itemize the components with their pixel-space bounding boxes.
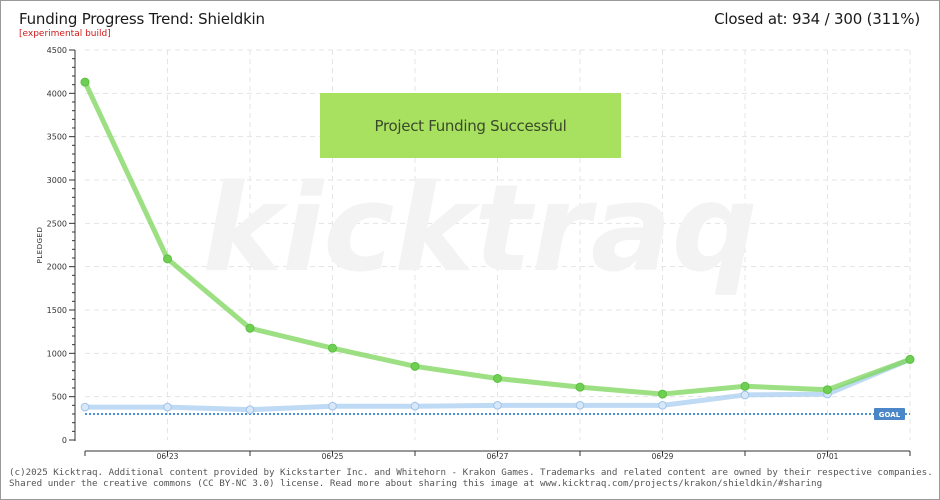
series-point [493, 373, 502, 383]
chart-title: Funding Progress Trend: Shieldkin [19, 10, 265, 28]
footer-line-2: Shared under the creative commons (CC BY… [9, 478, 823, 489]
series-point [328, 401, 337, 411]
build-note: [experimental build] [19, 29, 111, 39]
x-tick-label: 07-01 [817, 452, 839, 461]
series-point [328, 343, 337, 353]
series-point [658, 401, 667, 410]
y-tick-label: 0 [62, 436, 67, 445]
y-tick-label: 1500 [47, 306, 67, 315]
y-axis-label: PLEDGED [36, 227, 44, 264]
y-tick-label: 4500 [47, 46, 67, 55]
success-banner-text: Project Funding Successful [375, 117, 567, 135]
series-point [740, 381, 750, 391]
goal-label: GOAL [879, 411, 901, 419]
series-point [80, 77, 90, 87]
closed-at-value: 934 / 300 (311%) [791, 10, 920, 28]
x-tick-label: 06-25 [322, 452, 344, 461]
series-point [410, 401, 420, 411]
closed-at-label: Closed at: [714, 10, 788, 28]
series-point [823, 385, 832, 395]
series-point [80, 402, 90, 412]
y-tick-label: 2000 [47, 263, 67, 272]
series-point [163, 254, 172, 264]
y-tick-label: 1000 [47, 349, 67, 358]
y-tick-label: 3000 [47, 176, 67, 185]
series-point [658, 389, 667, 399]
series-point [740, 390, 750, 400]
series-point [245, 405, 255, 414]
x-tick-label: 06-29 [652, 452, 674, 461]
footer-line-1: (c)2025 Kicktraq. Additional content pro… [9, 467, 933, 478]
series-point [493, 401, 502, 410]
y-tick-label: 3500 [47, 133, 67, 142]
footer-credits: (c)2025 Kicktraq. Additional content pro… [9, 467, 933, 489]
y-tick-label: 4000 [47, 89, 67, 98]
goal-badge [874, 408, 905, 420]
series-point [575, 401, 585, 410]
y-tick-label: 500 [52, 393, 67, 402]
series-point [163, 402, 172, 412]
kicktraq-watermark: kicktraq [202, 160, 757, 299]
success-banner [320, 93, 621, 158]
series-point [410, 361, 420, 371]
x-tick-label: 06-23 [157, 452, 179, 461]
x-tick-label: 06-27 [487, 452, 509, 461]
series-point [575, 382, 585, 392]
series-point [905, 354, 915, 364]
y-tick-label: 2500 [47, 219, 67, 228]
series-point [245, 323, 255, 333]
closed-at-summary: Closed at: 934 / 300 (311%) [714, 10, 920, 28]
